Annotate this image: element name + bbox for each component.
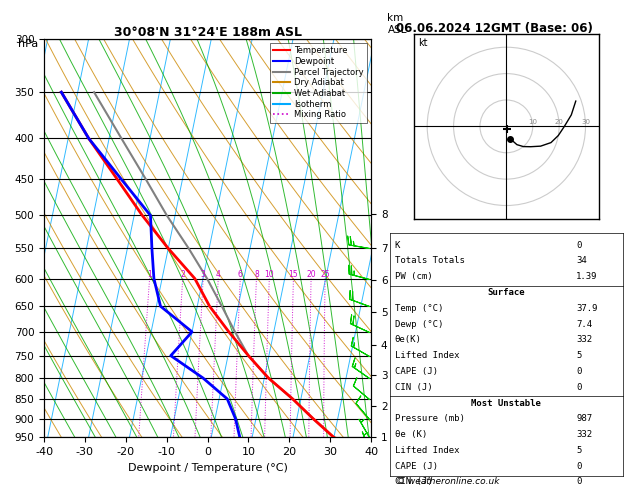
Text: CAPE (J): CAPE (J) (394, 462, 438, 471)
Text: 06.06.2024 12GMT (Base: 06): 06.06.2024 12GMT (Base: 06) (396, 22, 593, 35)
Text: 1.39: 1.39 (576, 272, 598, 281)
Text: Lifted Index: Lifted Index (394, 446, 459, 455)
Text: CIN (J): CIN (J) (394, 382, 432, 392)
Text: Temp (°C): Temp (°C) (394, 304, 443, 313)
Text: 5: 5 (576, 446, 582, 455)
Text: θe (K): θe (K) (394, 430, 427, 439)
Text: 0: 0 (576, 241, 582, 250)
Legend: Temperature, Dewpoint, Parcel Trajectory, Dry Adiabat, Wet Adiabat, Isotherm, Mi: Temperature, Dewpoint, Parcel Trajectory… (270, 43, 367, 122)
Text: 332: 332 (576, 335, 593, 345)
Text: kt: kt (418, 38, 427, 48)
Text: 0: 0 (576, 367, 582, 376)
Text: 20: 20 (555, 119, 564, 125)
Text: 1: 1 (147, 270, 152, 278)
Text: 0: 0 (576, 477, 582, 486)
Text: 0: 0 (576, 462, 582, 471)
Text: 25: 25 (320, 270, 330, 278)
Text: θe(K): θe(K) (394, 335, 421, 345)
Text: 30: 30 (581, 119, 590, 125)
Text: 987: 987 (576, 414, 593, 423)
X-axis label: Dewpoint / Temperature (°C): Dewpoint / Temperature (°C) (128, 463, 287, 473)
Text: Most Unstable: Most Unstable (471, 399, 542, 408)
Text: Surface: Surface (487, 288, 525, 297)
Text: 0: 0 (576, 382, 582, 392)
Text: 332: 332 (576, 430, 593, 439)
Title: 30°08'N 31°24'E 188m ASL: 30°08'N 31°24'E 188m ASL (114, 26, 301, 39)
Text: 10: 10 (264, 270, 274, 278)
Text: 8: 8 (254, 270, 259, 278)
Text: 4: 4 (216, 270, 221, 278)
Text: 6: 6 (238, 270, 243, 278)
Text: Totals Totals: Totals Totals (394, 257, 464, 265)
Text: 7.4: 7.4 (576, 320, 593, 329)
Text: 5: 5 (576, 351, 582, 360)
Text: hPa: hPa (18, 39, 38, 49)
Text: K: K (394, 241, 400, 250)
Text: © weatheronline.co.uk: © weatheronline.co.uk (396, 477, 500, 486)
Text: Pressure (mb): Pressure (mb) (394, 414, 464, 423)
Text: 15: 15 (289, 270, 298, 278)
Text: 37.9: 37.9 (576, 304, 598, 313)
Text: 34: 34 (576, 257, 587, 265)
Text: km
ASL: km ASL (387, 13, 407, 35)
Text: PW (cm): PW (cm) (394, 272, 432, 281)
Text: 2: 2 (181, 270, 185, 278)
Text: 10: 10 (528, 119, 537, 125)
Text: CIN (J): CIN (J) (394, 477, 432, 486)
Text: Lifted Index: Lifted Index (394, 351, 459, 360)
Text: 20: 20 (306, 270, 316, 278)
Text: CAPE (J): CAPE (J) (394, 367, 438, 376)
Text: 3: 3 (201, 270, 206, 278)
Text: Dewp (°C): Dewp (°C) (394, 320, 443, 329)
